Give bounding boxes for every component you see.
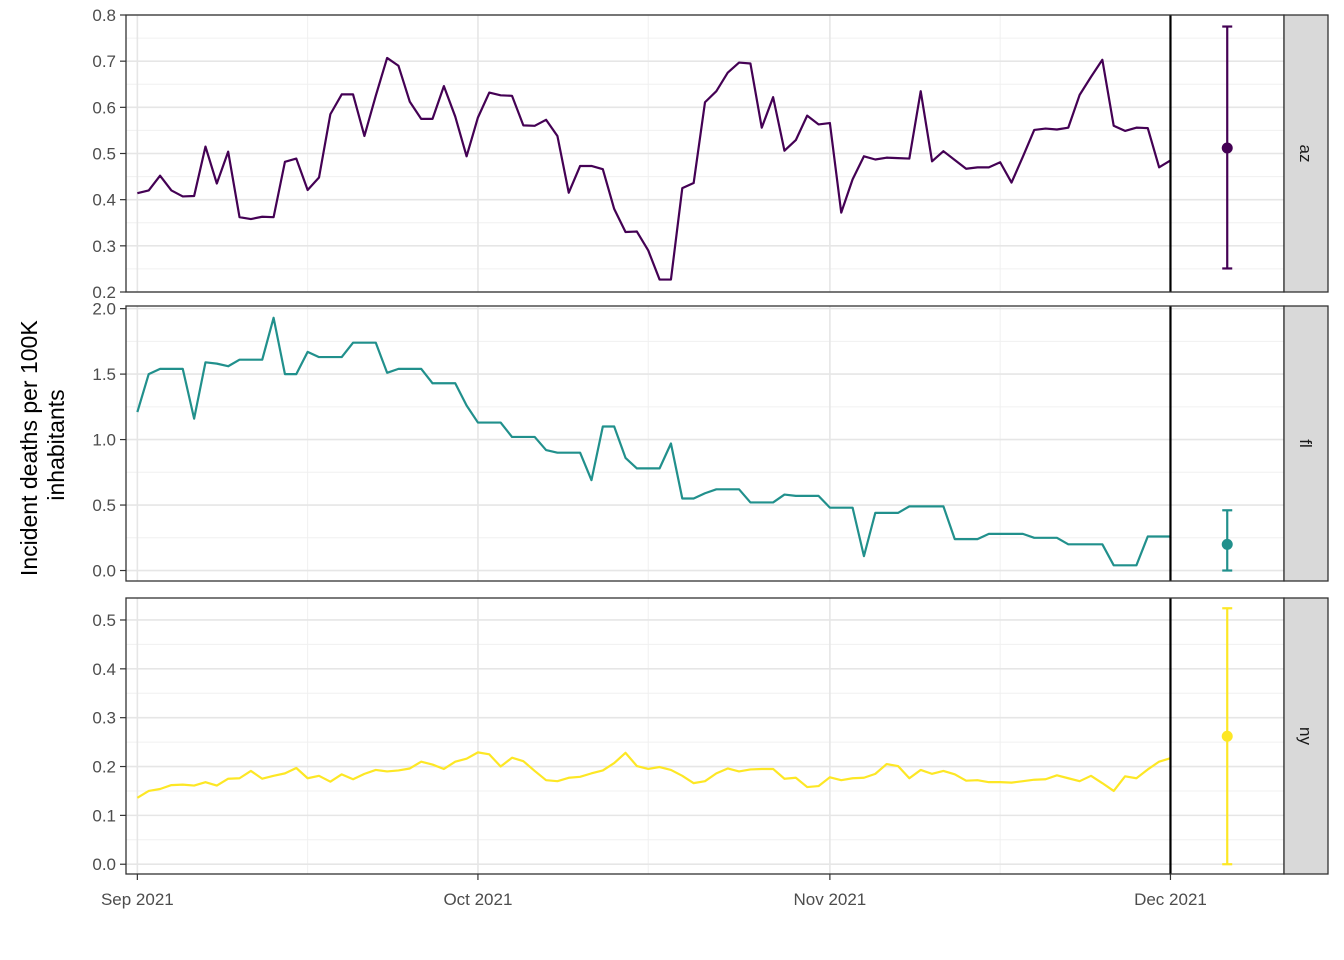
panel-background [126,306,1284,581]
y-axis-title-line-1: Incident deaths per 100K [16,320,42,576]
x-tick-label: Oct 2021 [443,890,512,909]
y-tick-label: 0.4 [92,191,116,210]
series-line-fl [136,316,1171,567]
y-tick-label: 0.3 [92,237,116,256]
y-tick-label: 0.6 [92,98,116,117]
x-tick-label: Dec 2021 [1134,890,1207,909]
facet-ny: 0.0 0.1 0.2 0.3 0.4 0.5 ny [92,597,1329,875]
facet-fl: 0.0 0.5 1.0 1.5 2.0 fl [92,300,1329,582]
series-line-ny [136,751,1171,799]
facet-strip [1283,305,1329,582]
y-tick-label: 0.2 [92,758,116,777]
y-tick-label: 0.5 [92,611,116,630]
y-tick-label: 0.7 [92,52,116,71]
y-tick-label: 0.4 [92,660,116,679]
y-tick-label: 0.2 [92,283,116,302]
y-tick-label: 1.5 [92,365,116,384]
facet-strip [1283,14,1329,293]
forecast-median-point-az [1221,142,1233,154]
y-tick-label: 0.0 [92,855,116,874]
x-tick-label: Sep 2021 [101,890,174,909]
y-tick-label: 0.5 [92,145,116,164]
x-axis: Sep 2021 Oct 2021 Nov 2021 Dec 2021 [101,874,1207,909]
forecast-median-point-fl [1221,538,1233,550]
y-tick-label: 0.0 [92,562,116,581]
facet-panels: 0.2 0.3 0.4 0.5 0.6 0.7 0.8 az 0.0 0.5 1.0 1.5 2.0 fl… [92,6,1329,875]
facet-strip [1283,597,1329,875]
y-tick-label: 1.0 [92,431,116,450]
series-line-az [137,56,1172,281]
y-tick-label: 0.3 [92,709,116,728]
x-tick-label: Nov 2021 [793,890,866,909]
forecast-median-point-ny [1221,730,1233,742]
facet-strip-label: fl [1296,439,1315,448]
y-tick-label: 0.5 [92,496,116,515]
y-tick-label: 0.8 [92,6,116,25]
y-axis-title: Incident deaths per 100K inhabitants [16,314,69,576]
y-axis-title-line-2: inhabitants [43,389,69,500]
panel-background [126,598,1284,874]
facet-strip-label: ny [1296,727,1315,745]
facet-strip-label: az [1296,145,1315,163]
y-tick-label: 2.0 [92,300,116,319]
facet-az: 0.2 0.3 0.4 0.5 0.6 0.7 0.8 az [92,6,1329,302]
y-tick-label: 0.1 [92,806,116,825]
